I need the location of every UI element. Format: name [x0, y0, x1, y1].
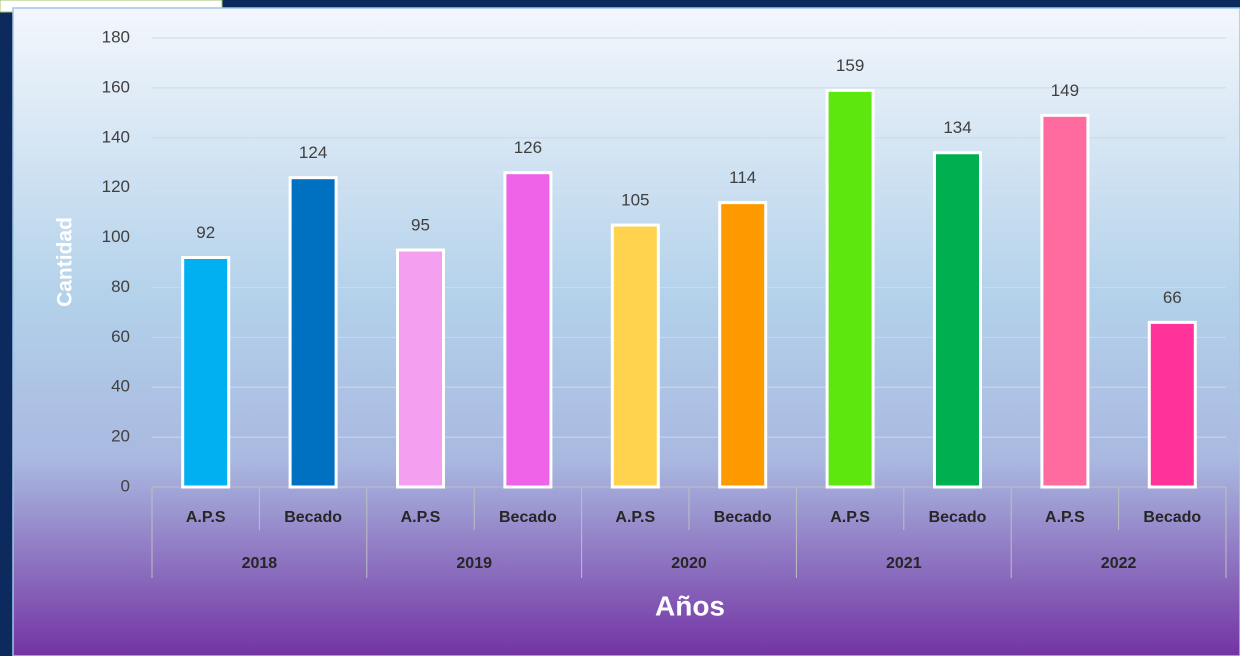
x-axis-title: Años	[655, 590, 725, 621]
bar	[288, 176, 338, 489]
data-label: 149	[1051, 81, 1079, 100]
bar	[825, 88, 875, 489]
group-label: 2018	[242, 555, 278, 572]
x-tick-label: A.P.S	[1045, 509, 1085, 526]
data-label: 92	[196, 223, 215, 242]
data-label: 105	[621, 191, 649, 210]
y-tick-label: 40	[111, 377, 130, 396]
y-axis-title: Cantidad	[54, 217, 77, 307]
y-tick-label: 140	[102, 127, 130, 146]
y-tick-label: 160	[102, 77, 130, 96]
group-label: 2022	[1101, 555, 1137, 572]
bar	[396, 248, 445, 489]
x-tick-label: Becado	[714, 509, 772, 526]
bar	[933, 151, 982, 489]
y-tick-label: 180	[102, 27, 130, 46]
x-tick-label: Becado	[284, 509, 342, 526]
x-tick-label: A.P.S	[401, 509, 441, 526]
group-label: 2021	[886, 555, 922, 572]
data-label: 134	[943, 118, 971, 137]
y-tick-label: 0	[121, 476, 130, 495]
bar	[718, 201, 768, 489]
group-label: 2020	[671, 555, 707, 572]
bar	[181, 256, 231, 489]
y-tick-label: 80	[111, 277, 130, 296]
y-tick-label: 20	[111, 427, 130, 446]
data-label: 66	[1163, 288, 1182, 307]
bar	[1040, 113, 1090, 489]
x-tick-label: Becado	[1143, 509, 1201, 526]
bar	[503, 171, 553, 489]
bar	[610, 223, 660, 489]
group-label: 2019	[456, 555, 492, 572]
y-tick-label: 100	[102, 227, 130, 246]
bar	[1147, 320, 1197, 489]
x-tick-label: A.P.S	[186, 509, 226, 526]
data-label: 159	[836, 56, 864, 75]
y-tick-label: 60	[111, 327, 130, 346]
data-label: 114	[729, 168, 756, 187]
x-tick-label: A.P.S	[615, 509, 655, 526]
x-tick-label: A.P.S	[830, 509, 870, 526]
data-label: 95	[411, 216, 430, 235]
data-label: 126	[514, 138, 542, 157]
x-tick-label: Becado	[929, 509, 987, 526]
x-tick-label: Becado	[499, 509, 557, 526]
data-label: 124	[299, 143, 327, 162]
y-tick-label: 120	[102, 177, 130, 196]
